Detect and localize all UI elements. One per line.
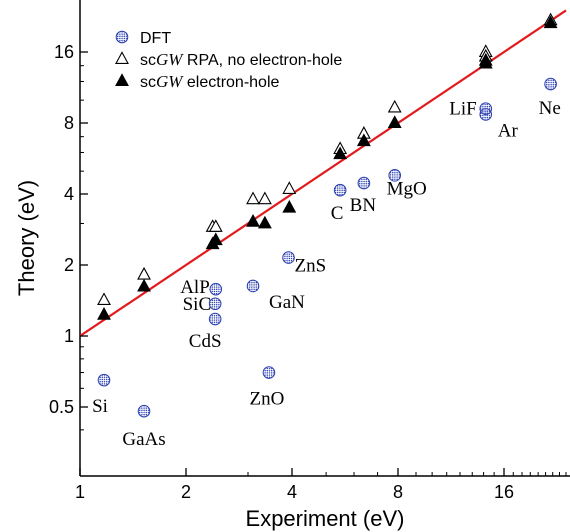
dotted-circle-point (262, 366, 276, 379)
filled-triangle-point (208, 232, 223, 246)
dotted-circle-point (208, 312, 222, 326)
filled-triangle-point (543, 15, 558, 29)
material-label: CdS (189, 331, 222, 352)
x-axis-title: Experiment (eV) (246, 506, 405, 531)
filled-triangle-point (387, 115, 402, 128)
x-tick-label: 2 (181, 482, 191, 502)
y-axis-title: Theory (eV) (14, 180, 39, 296)
y-tick-label: 1 (64, 326, 74, 346)
legend: DFT scGW RPA, no electron-hole scGW electr… (115, 30, 342, 91)
open-triangle-point (246, 191, 260, 205)
material-label: Si (92, 396, 108, 417)
dotted-circle-point (97, 373, 111, 387)
material-label: AlP (180, 277, 210, 298)
filled-triangle-point (356, 133, 371, 147)
y-tick-label: 16 (54, 42, 74, 62)
material-label: C (331, 203, 344, 224)
x-tick-label: 8 (393, 482, 403, 502)
open-triangle-point (387, 99, 402, 113)
dotted-circle-point (544, 77, 557, 91)
dotted-circle-point (137, 404, 151, 418)
material-label: Ar (498, 120, 519, 141)
y-tick-label: 4 (64, 184, 74, 204)
filled-triangle-point (97, 307, 111, 320)
x-tick-label: 16 (494, 482, 514, 502)
material-label: Ne (539, 98, 561, 119)
dotted-circle-point (246, 279, 260, 293)
filled-triangle-point (137, 278, 151, 292)
filled-triangle-point (257, 215, 272, 229)
y-tick-label: 8 (64, 113, 74, 133)
legend-label: DFT (140, 30, 171, 47)
filled-triangle-point (333, 146, 348, 160)
material-label: ZnO (250, 389, 285, 410)
dotted-circle-point (209, 282, 223, 296)
dotted-circle-point (282, 251, 295, 264)
material-label: MgO (387, 178, 427, 199)
material-label: LiF (449, 99, 476, 120)
open-triangle-point (257, 191, 272, 205)
open-triangle-point (282, 181, 297, 194)
legend-marker (115, 73, 129, 86)
material-label: GaN (269, 292, 305, 313)
material-label: SiC (183, 294, 212, 315)
dotted-circle-point (333, 183, 347, 197)
dotted-circle-point (357, 176, 371, 190)
dotted-circle-point (388, 169, 402, 182)
material-label: BN (350, 195, 377, 216)
legend-marker (115, 51, 129, 64)
filled-triangle-point (478, 55, 493, 69)
dotted-circle-point (208, 297, 222, 311)
open-triangle-point (208, 219, 223, 232)
filled-triangle-point (246, 214, 260, 227)
material-label: ZnS (295, 256, 327, 277)
y-tick-label: 2 (64, 255, 74, 275)
points-layer (97, 12, 558, 418)
ticks-layer: 1 2 4 8 16 0.5 1 2 4 8 16 (49, 42, 567, 502)
legend-label: scGW electron-hole (140, 72, 280, 91)
x-tick-label: 1 (75, 482, 85, 502)
open-triangle-point (97, 292, 111, 306)
legend-marker (115, 30, 129, 44)
filled-triangle-point (282, 199, 297, 213)
y-tick-label: 0.5 (49, 397, 74, 417)
material-label: GaAs (122, 429, 165, 450)
legend-label: scGW RPA, no electron-hole (140, 50, 342, 69)
x-tick-label: 4 (287, 482, 297, 502)
open-triangle-point (137, 266, 151, 280)
dotted-circle-point (479, 108, 493, 121)
